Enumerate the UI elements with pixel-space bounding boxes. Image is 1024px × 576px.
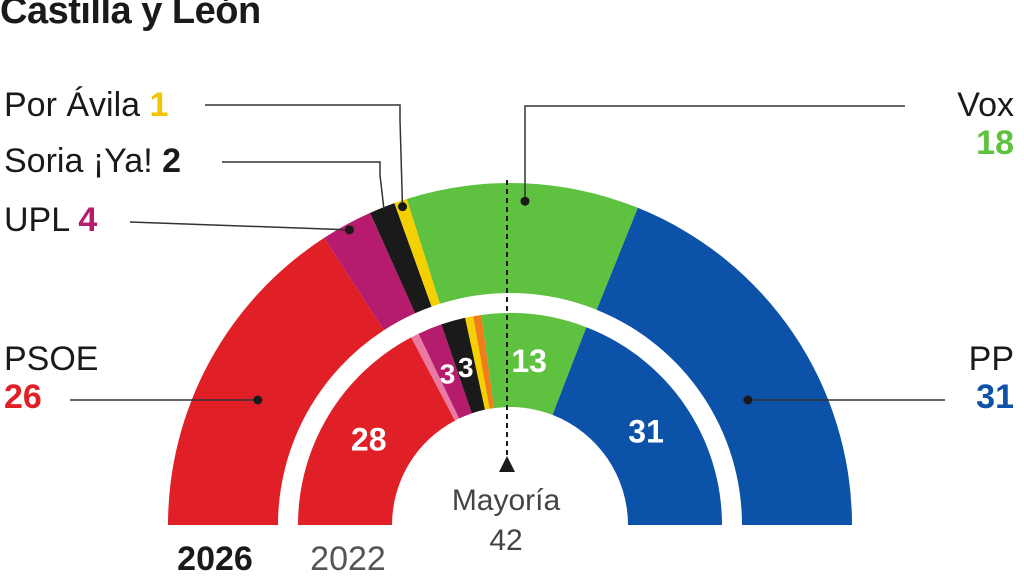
- legend-soria-ya-name: Soria ¡Ya!: [4, 142, 153, 180]
- inner-ring-labels: 28 3 3 13 31: [351, 343, 664, 458]
- legend-psoe-value: 26: [4, 378, 42, 416]
- majority-value: 42: [489, 524, 522, 557]
- leader-dot-pp: [743, 395, 753, 405]
- inner-slice-por-avila-4: [465, 316, 490, 410]
- leader-dot-vox: [520, 196, 530, 206]
- legend-upl: UPL 4: [4, 201, 97, 239]
- legend-vox: Vox 18: [957, 86, 1014, 162]
- inner-slice-other-5: [473, 314, 495, 409]
- leader-vox: [524, 105, 905, 202]
- outer-slice-vox-4: [406, 182, 638, 310]
- legend-upl-value: 4: [78, 201, 98, 239]
- leader-dot-por-avila: [398, 202, 408, 212]
- inner-label-upl-2: 3: [440, 358, 456, 389]
- outer-ring-2026: [168, 182, 852, 526]
- inner-ring-2022: [298, 313, 722, 525]
- legend-vox-name: Vox: [957, 86, 1014, 124]
- legend-upl-name: UPL: [4, 201, 69, 239]
- majority-label: Mayoría: [452, 484, 561, 517]
- outer-slice-pp-5: [596, 207, 852, 525]
- legend-soria-ya-value: 2: [162, 142, 182, 180]
- inner-slice-upl-2: [418, 324, 472, 419]
- legend-por-avila-value: 1: [149, 86, 169, 124]
- chart-title: Castilla y León: [0, 0, 261, 32]
- legend-pp-name: PP: [968, 340, 1014, 378]
- leader-soria-ya: [222, 161, 386, 214]
- outer-slice-soria-ya-2: [370, 203, 432, 314]
- inner-slice-psoe-0: [298, 337, 456, 525]
- inner-label-soria-ya-3: 3: [458, 352, 474, 383]
- leader-por-avila: [205, 104, 404, 207]
- inner-label-vox-6: 13: [511, 343, 547, 379]
- outer-slice-upl-1: [324, 212, 416, 331]
- legend-por-avila: Por Ávila 1: [4, 86, 168, 124]
- legend-pp-value: 31: [976, 378, 1014, 416]
- leader-dot-soria-ya: [379, 208, 389, 218]
- year-label-2022: 2022: [310, 540, 386, 576]
- inner-slice-soria-ya-3: [441, 317, 486, 414]
- legend-vox-value: 18: [976, 124, 1014, 162]
- legend-psoe-name: PSOE: [4, 340, 99, 378]
- leader-lines: [70, 104, 945, 405]
- legend-psoe: PSOE 26: [4, 340, 98, 416]
- legend-soria-ya: Soria ¡Ya! 2: [4, 142, 181, 180]
- leader-dot-upl: [344, 225, 354, 235]
- outer-slice-por-avila-3: [394, 198, 441, 307]
- outer-slice-psoe-0: [168, 237, 384, 526]
- inner-slice-pp-7: [552, 327, 722, 525]
- leader-upl: [129, 221, 350, 231]
- leader-dot-psoe: [253, 395, 263, 405]
- year-label-2026: 2026: [177, 540, 253, 576]
- legend-por-avila-name: Por Ávila: [4, 86, 141, 124]
- legend-pp: PP 31: [969, 340, 1014, 416]
- inner-label-pp-7: 31: [628, 414, 664, 450]
- inner-slice-other-1: [411, 333, 460, 421]
- majority-arrow: [499, 456, 515, 472]
- inner-label-psoe-0: 28: [351, 422, 387, 458]
